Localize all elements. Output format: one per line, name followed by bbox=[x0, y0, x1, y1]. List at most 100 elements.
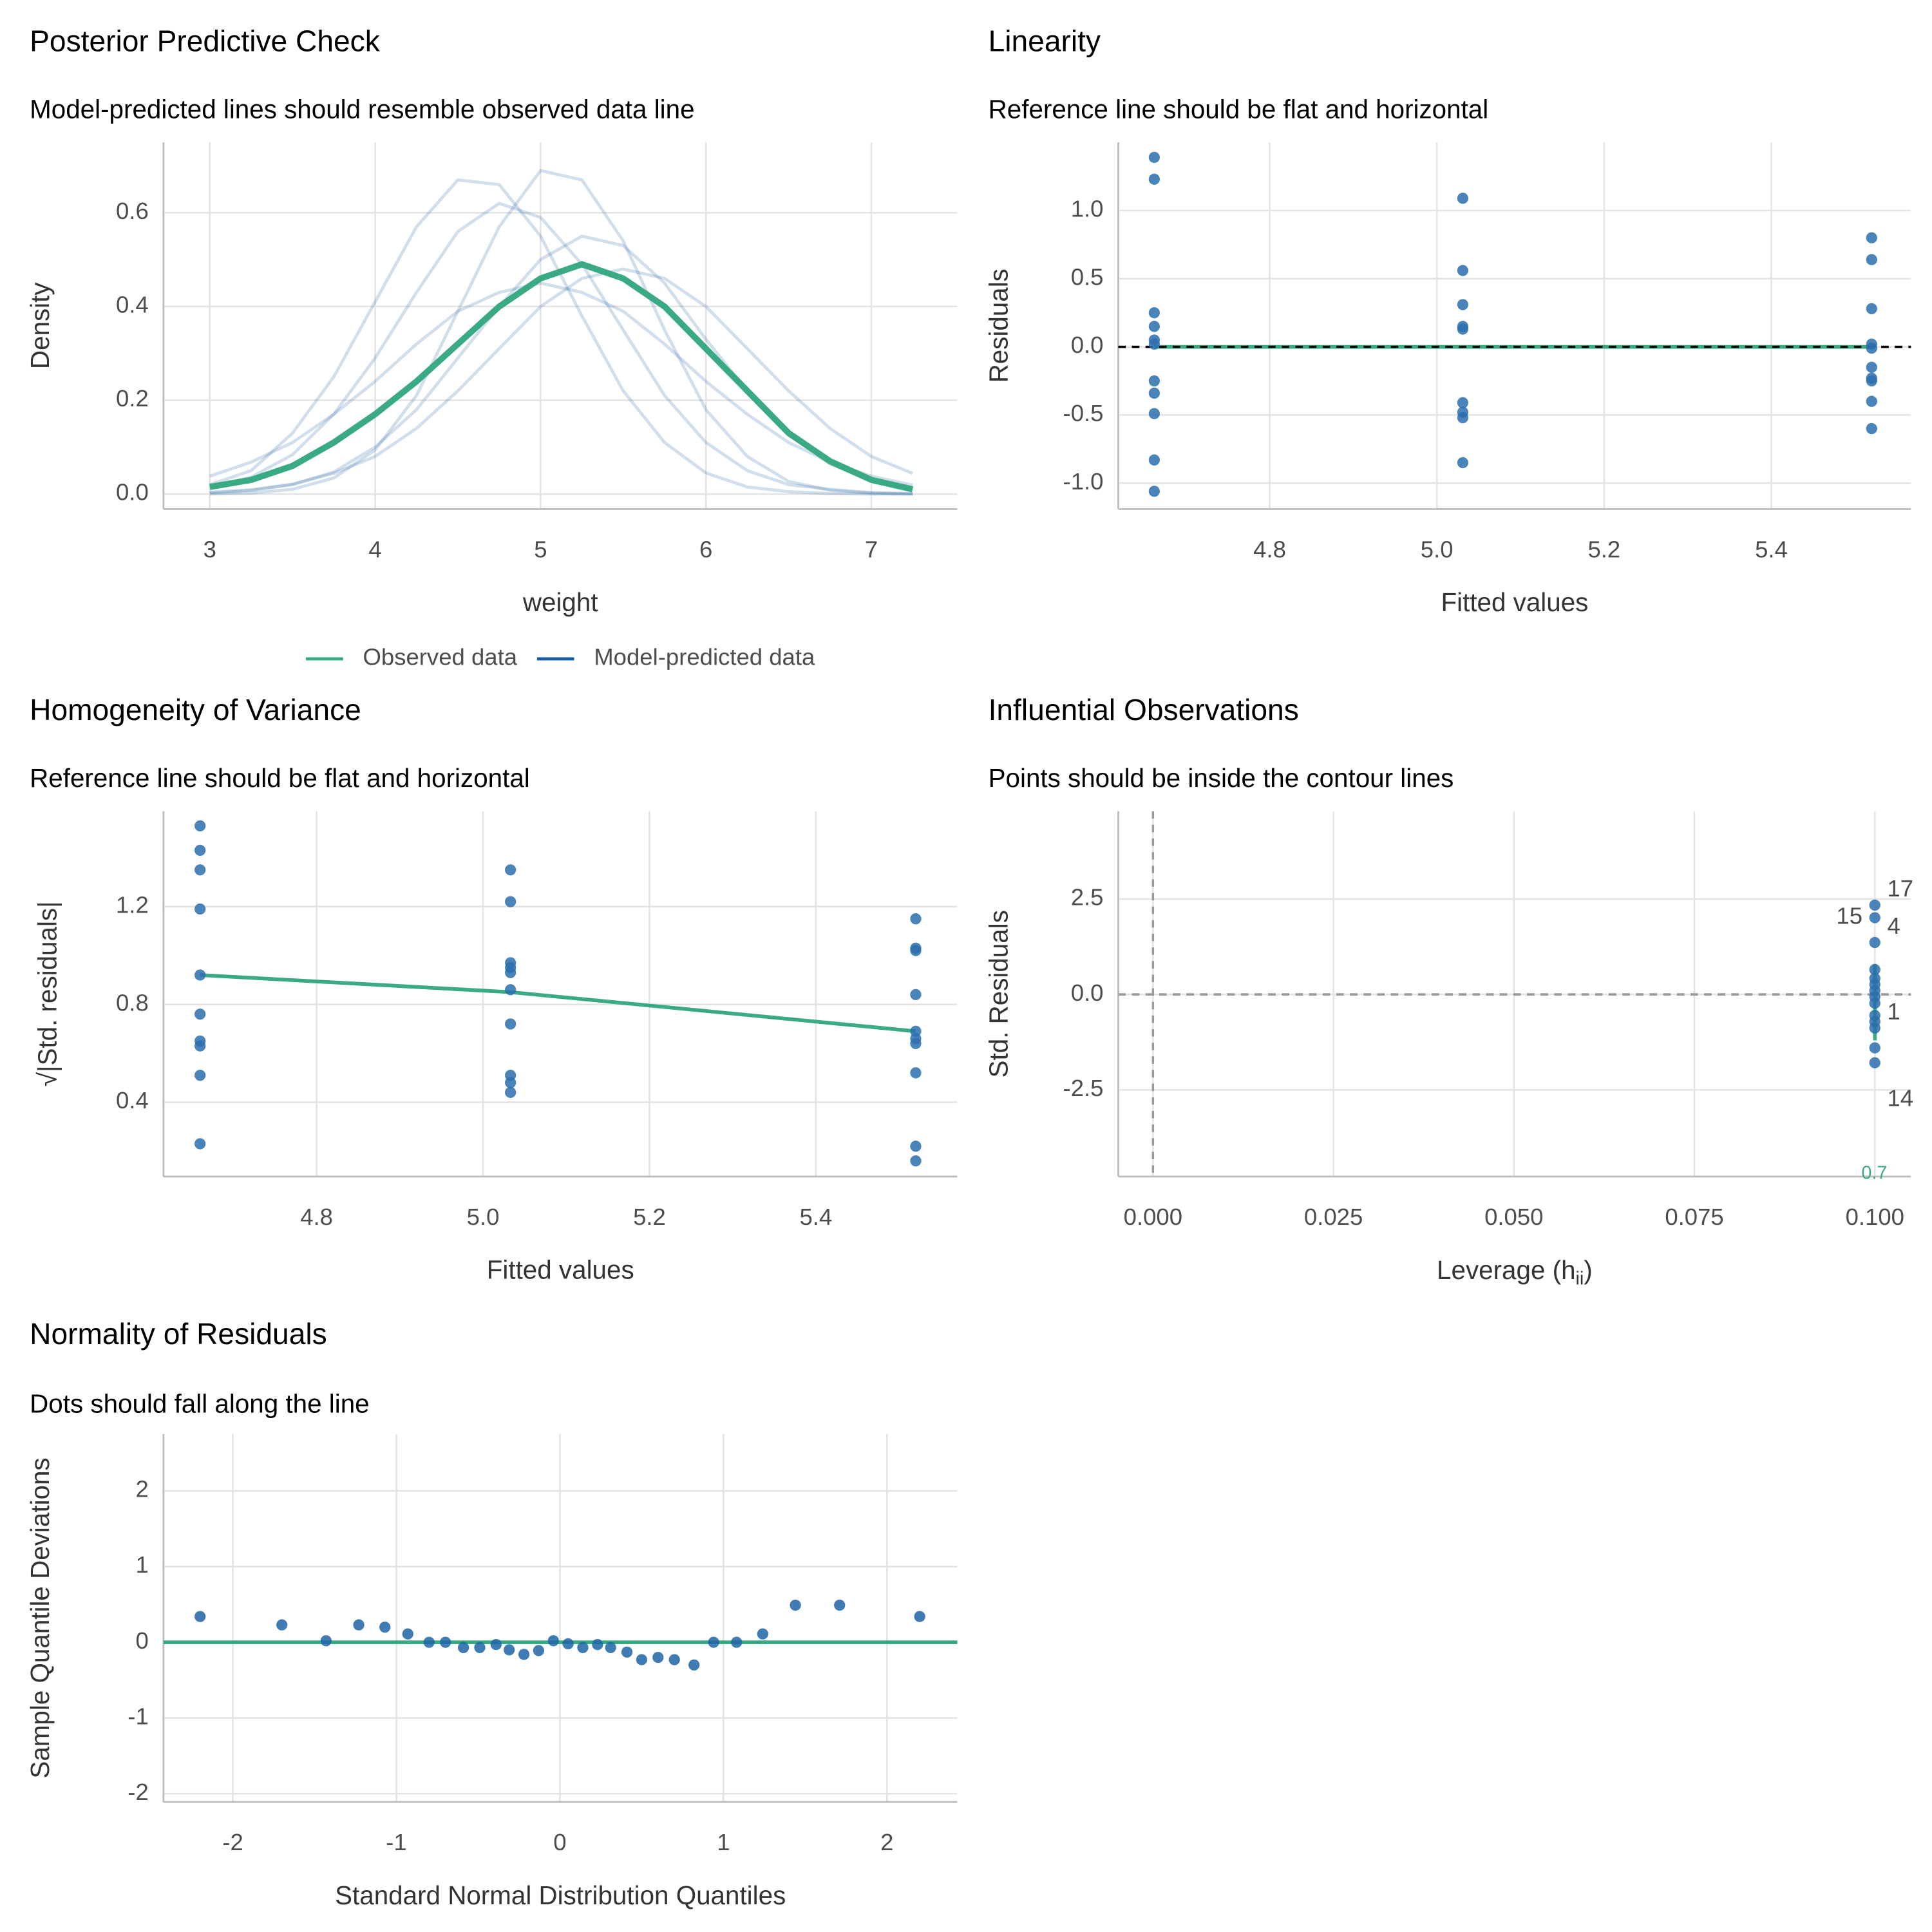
point bbox=[1457, 397, 1469, 408]
y-tick-label: 0 bbox=[135, 1627, 148, 1654]
y-axis-title: Residuals bbox=[984, 269, 1014, 383]
point bbox=[1148, 375, 1160, 387]
x-axis-title-part: Leverage (h bbox=[1437, 1255, 1575, 1285]
y-axis-title: Density bbox=[25, 282, 55, 369]
point bbox=[1148, 454, 1160, 466]
contour-label: 0.7 bbox=[1861, 1163, 1887, 1184]
point bbox=[910, 989, 922, 1001]
point bbox=[505, 864, 516, 876]
point bbox=[1869, 1022, 1880, 1034]
x-tick-label: 5.2 bbox=[1587, 536, 1620, 562]
point bbox=[490, 1638, 502, 1651]
point bbox=[1148, 408, 1160, 419]
point bbox=[1457, 323, 1469, 335]
y-tick-label: 1.0 bbox=[1071, 196, 1104, 222]
point bbox=[194, 844, 206, 857]
point bbox=[910, 945, 922, 956]
x-axis-title: weight bbox=[522, 587, 598, 617]
y-tick-label: 2.5 bbox=[1071, 884, 1104, 911]
point bbox=[194, 1070, 206, 1081]
point-label: 17 bbox=[1887, 875, 1913, 902]
point bbox=[1866, 422, 1877, 435]
point bbox=[457, 1642, 469, 1653]
point bbox=[1869, 1042, 1880, 1054]
point-label: 15 bbox=[1836, 903, 1862, 929]
point bbox=[547, 1635, 559, 1647]
point bbox=[505, 1018, 516, 1030]
point bbox=[518, 1649, 530, 1660]
point bbox=[1866, 254, 1877, 265]
y-tick-label: 1.2 bbox=[116, 891, 149, 918]
point bbox=[194, 1040, 206, 1052]
y-axis-title: Std. Residuals bbox=[984, 910, 1014, 1077]
x-tick-label: 5 bbox=[534, 536, 547, 562]
point bbox=[1869, 1057, 1880, 1068]
x-tick-label: 4 bbox=[368, 536, 381, 562]
point bbox=[1457, 193, 1469, 204]
y-tick-label: -1.0 bbox=[1063, 468, 1104, 495]
point bbox=[1148, 307, 1160, 319]
point bbox=[636, 1654, 648, 1665]
point bbox=[505, 967, 516, 978]
legend-label: Observed data bbox=[363, 644, 518, 670]
point bbox=[1148, 387, 1160, 399]
point bbox=[194, 1611, 206, 1622]
point bbox=[194, 820, 206, 832]
x-tick-label: 1 bbox=[717, 1829, 730, 1855]
point bbox=[790, 1599, 801, 1611]
x-tick-label: 7 bbox=[865, 536, 878, 562]
x-axis-title: Leverage (hii) bbox=[1437, 1255, 1593, 1289]
point bbox=[562, 1638, 574, 1650]
point bbox=[1866, 343, 1877, 354]
y-tick-label: 0.5 bbox=[1071, 263, 1104, 290]
x-axis-title: Standard Normal Distribution Quantiles bbox=[335, 1880, 786, 1910]
point bbox=[1148, 151, 1160, 164]
y-tick-label: 0.4 bbox=[116, 1087, 149, 1113]
y-tick-label: 0.2 bbox=[116, 385, 149, 412]
x-tick-label: 5.4 bbox=[799, 1204, 832, 1230]
x-tick-label: 4.8 bbox=[1253, 536, 1286, 562]
x-axis-title: Fitted values bbox=[487, 1255, 634, 1285]
y-tick-label: -0.5 bbox=[1063, 400, 1104, 426]
point bbox=[1866, 303, 1877, 314]
point bbox=[194, 969, 206, 981]
point bbox=[1148, 486, 1160, 497]
y-tick-label: 0.8 bbox=[116, 989, 149, 1016]
panel-subtitle: Reference line should be flat and horizo… bbox=[989, 95, 1489, 124]
panel-title: Normality of Residuals bbox=[30, 1317, 327, 1350]
point bbox=[1457, 265, 1469, 276]
x-tick-label: 5.0 bbox=[1421, 536, 1454, 562]
point-label: 14 bbox=[1887, 1085, 1913, 1112]
point bbox=[194, 1009, 206, 1020]
point bbox=[1866, 361, 1877, 373]
x-tick-label: -1 bbox=[386, 1829, 406, 1855]
y-tick-label: -2 bbox=[128, 1779, 148, 1805]
predicted-line bbox=[209, 178, 913, 496]
y-axis-title: √|Std. residuals| bbox=[33, 901, 62, 1086]
panel-title: Posterior Predictive Check bbox=[30, 24, 381, 57]
x-tick-label: 4.8 bbox=[300, 1204, 333, 1230]
point bbox=[1869, 912, 1880, 923]
panel-title: Influential Observations bbox=[989, 693, 1299, 726]
x-tick-label: 5.4 bbox=[1755, 536, 1788, 562]
point bbox=[910, 1037, 922, 1050]
point bbox=[757, 1628, 768, 1640]
predicted-line bbox=[209, 202, 913, 495]
x-tick-label: 0.075 bbox=[1665, 1204, 1723, 1230]
x-tick-label: 0 bbox=[553, 1829, 566, 1855]
point bbox=[320, 1635, 332, 1647]
y-tick-label: 0.0 bbox=[1071, 332, 1104, 358]
panel-subtitle: Dots should fall along the line bbox=[30, 1388, 369, 1418]
point bbox=[353, 1619, 365, 1631]
point-label: 1 bbox=[1887, 998, 1900, 1025]
point bbox=[577, 1642, 589, 1653]
point bbox=[910, 1155, 922, 1167]
x-axis-title: Fitted values bbox=[1441, 587, 1588, 617]
point bbox=[194, 864, 206, 876]
point bbox=[1457, 299, 1469, 310]
point bbox=[910, 1067, 922, 1079]
x-tick-label: -2 bbox=[222, 1829, 243, 1855]
point bbox=[1869, 998, 1880, 1009]
point bbox=[505, 1086, 516, 1098]
point bbox=[1148, 338, 1160, 350]
